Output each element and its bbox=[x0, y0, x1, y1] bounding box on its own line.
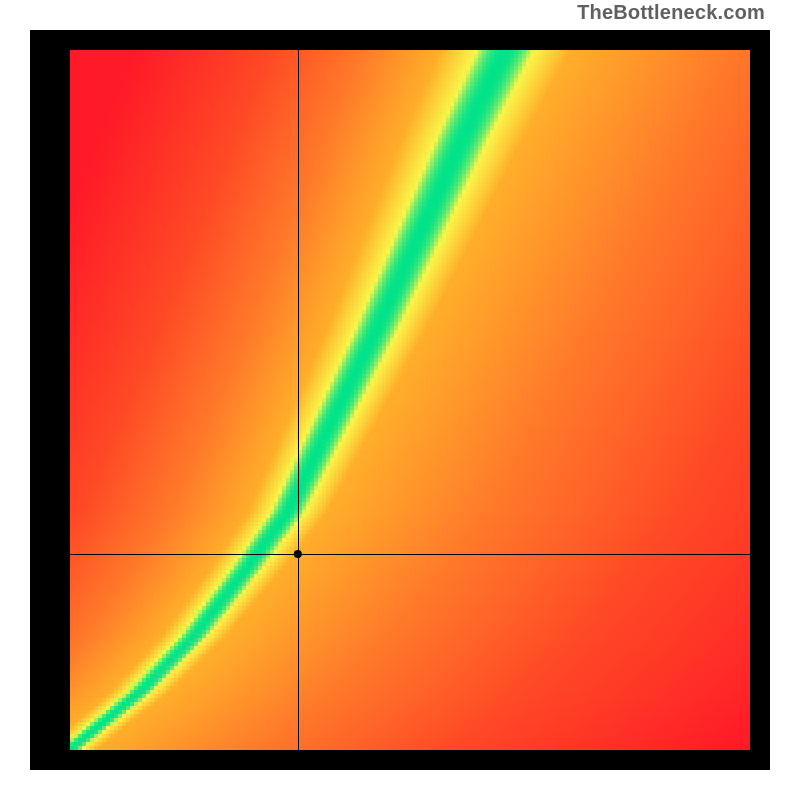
crosshair-horizontal bbox=[70, 554, 750, 555]
attribution-text: TheBottleneck.com bbox=[577, 2, 765, 25]
chart-area bbox=[70, 50, 750, 750]
crosshair-vertical bbox=[298, 50, 299, 750]
chart-frame bbox=[30, 30, 770, 770]
heatmap-canvas bbox=[70, 50, 750, 750]
